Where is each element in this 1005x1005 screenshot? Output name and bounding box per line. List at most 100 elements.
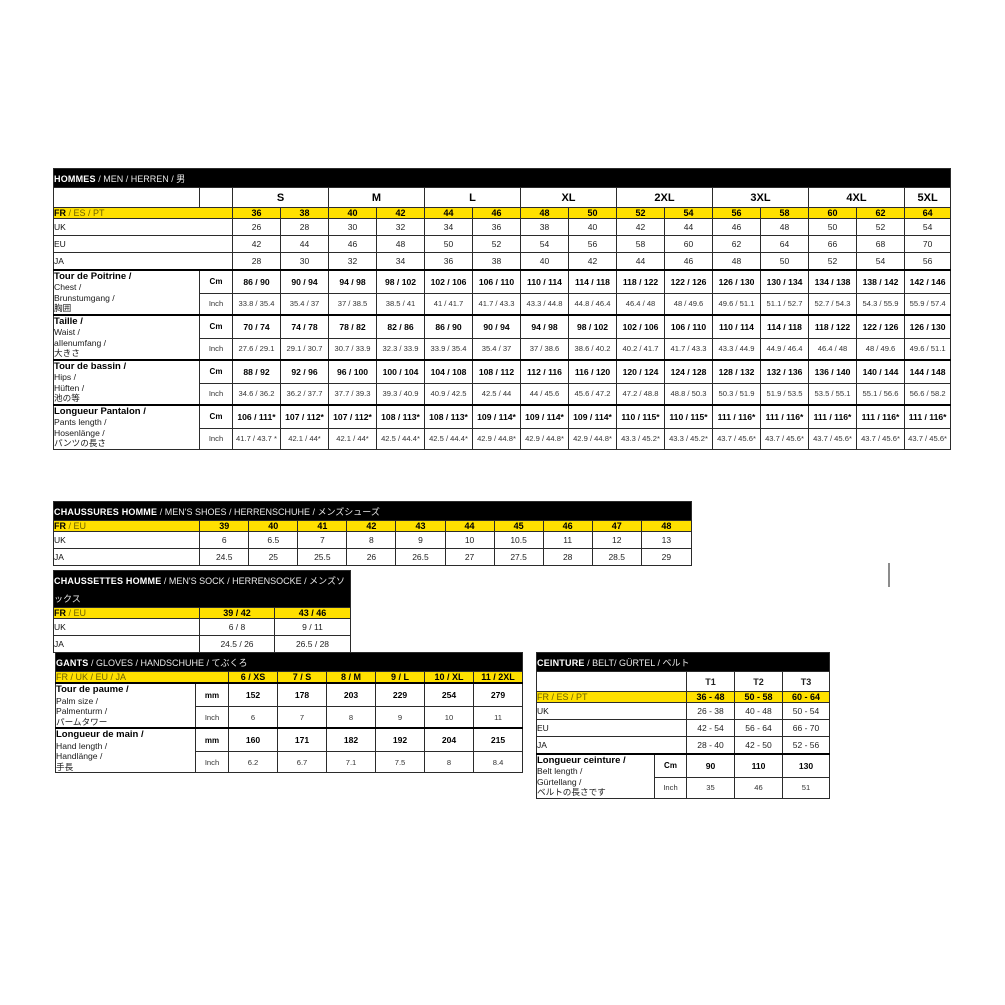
men-eu-row: EU 42 44 46 48 50 52 54 56 58 60 62 64 6… [53, 235, 952, 253]
measurement-row-inch: Inch 33.8 / 35.4 35.4 / 37 37 / 38.5 38.5 / … [54, 292, 952, 316]
unit-men-m2-cm: Cm [199, 358, 233, 384]
spacer-cell [53, 187, 200, 208]
men-eu-10: 62 [712, 235, 761, 253]
measurement-label-line-0: Hips / [54, 372, 76, 383]
men-m2-cm-13: 140 / 144 [856, 358, 905, 384]
men-m2-inch-9: 48.8 / 50.3 [664, 382, 713, 406]
men-ja-4: 36 [424, 252, 473, 270]
unit-men-m1-cm: Cm [199, 313, 233, 339]
men-m1-cm-5: 90 / 94 [472, 313, 521, 339]
measurement-label-line-1: Palmenturm / [56, 706, 108, 717]
belt-table: CEINTURE / BELT/ GÜRTEL / ベルト T1 T2 T3 F… [535, 652, 831, 799]
men-uk-14: 54 [903, 218, 952, 236]
men-eu-3: 48 [376, 235, 425, 253]
measurement-label-line-2: パンツの長さ [54, 438, 106, 449]
men-m3-cm-2: 107 / 112* [328, 403, 377, 429]
measurement-label-line-0: Belt length / [537, 766, 583, 777]
men-eu-14: 70 [903, 235, 952, 253]
socks-ja-0: 24.5 / 26 [199, 635, 275, 653]
men-ja-2: 32 [328, 252, 377, 270]
men-m3-inch-4: 42.5 / 44.4* [424, 427, 473, 450]
men-fr-9: 54 [664, 207, 713, 219]
men-m0-inch-9: 48 / 49.6 [664, 292, 713, 316]
shoes-ja-1: 25 [248, 548, 299, 566]
men-m0-inch-5: 41.7 / 43.3 [472, 292, 521, 316]
measurement-label-line-1: Handlänge / [56, 751, 103, 762]
men-title-strong: HOMMES [54, 174, 96, 184]
men-eu-label: EU [53, 235, 233, 253]
spacer-cell [199, 187, 233, 208]
measurement-label-line-2: 池の等 [54, 393, 80, 404]
men-m2-cm-10: 128 / 132 [712, 358, 761, 384]
men-eu-8: 58 [616, 235, 665, 253]
shoes-ja-9: 29 [640, 548, 693, 566]
shoes-uk-9: 13 [640, 531, 693, 549]
men-m1-inch-10: 43.3 / 44.9 [712, 337, 761, 361]
men-m3-cm-10: 111 / 116* [712, 403, 761, 429]
measurement-label-men-m0: Tour de Poitrine / Chest / Brunstumgang / 胸… [53, 268, 200, 316]
shoes-fr-label-strong: FR [54, 521, 66, 531]
men-m0-cm-2: 94 / 98 [328, 268, 377, 294]
shoes-fr-1: 40 [248, 520, 299, 532]
men-uk-11: 48 [760, 218, 809, 236]
men-ja-3: 34 [376, 252, 425, 270]
shoes-fr-8: 47 [591, 520, 642, 532]
shoes-uk-4: 9 [395, 531, 446, 549]
men-ja-9: 46 [664, 252, 713, 270]
measurement-label-line-2: 手長 [56, 761, 74, 772]
men-m0-cm-1: 90 / 94 [280, 268, 329, 294]
men-m3-cm-9: 110 / 115* [664, 403, 713, 429]
measurement-label-line-0: Chest / [54, 282, 82, 293]
men-m1-inch-4: 33.9 / 35.4 [424, 337, 473, 361]
belt-length-body: Longueur ceinture / Belt length / Gürtella… [536, 752, 831, 799]
measurement-row-inch: Inch 34.6 / 36.2 36.2 / 37.7 37.7 / 39.3 39.… [54, 382, 952, 406]
shoes-ja-7: 28 [542, 548, 593, 566]
shoes-fr-label-rest: / EU [66, 521, 87, 531]
gloves-m1-inch-2: 7.1 [326, 751, 376, 774]
men-m2-cm-9: 124 / 128 [664, 358, 713, 384]
men-m0-inch-14: 55.9 / 57.4 [903, 292, 952, 316]
men-m2-inch-7: 45.6 / 47.2 [568, 382, 617, 406]
men-m2-cm-2: 96 / 100 [328, 358, 377, 384]
men-ja-row: JA 28 30 32 34 36 38 40 42 44 46 48 50 5… [53, 252, 952, 270]
size-group-5xl: 5XL [903, 187, 952, 208]
men-m2-inch-5: 42.5 / 44 [472, 382, 521, 406]
gloves-table: GANTS / GLOVES / HANDSCHUHE / てぶくろ FR / … [54, 652, 524, 774]
men-m3-inch-5: 42.9 / 44.8* [472, 427, 521, 450]
gloves-m1-inch-5: 8.4 [472, 751, 524, 774]
gloves-m0-mm-4: 254 [424, 682, 474, 708]
men-uk-12: 50 [808, 218, 857, 236]
men-m0-inch-7: 44.8 / 46.4 [568, 292, 617, 316]
men-ja-1: 30 [280, 252, 329, 270]
measurement-label-line-2: 大きさ [54, 348, 80, 359]
men-m2-inch-10: 50.3 / 51.9 [712, 382, 761, 406]
measurement-label-line-1: Hüften / [54, 382, 85, 393]
men-m1-cm-1: 74 / 78 [280, 313, 329, 339]
men-m3-cm-6: 109 / 114* [520, 403, 569, 429]
socks-fr-label-rest: / EU [66, 608, 87, 618]
gloves-hdr-label: FR / UK / EU / JA [55, 671, 229, 684]
men-uk-9: 44 [664, 218, 713, 236]
belt-len-cm-0: 90 [686, 752, 735, 778]
men-eu-4: 50 [424, 235, 473, 253]
size-group-m: M [328, 187, 425, 208]
men-m2-cm-1: 92 / 96 [280, 358, 329, 384]
shoes-fr-3: 42 [346, 520, 397, 532]
men-ja-0: 28 [232, 252, 281, 270]
gloves-m0-inch-2: 8 [326, 706, 376, 729]
men-m2-inch-13: 55.1 / 56.6 [856, 382, 905, 406]
shoes-uk-0: 6 [199, 531, 250, 549]
men-m0-inch-10: 49.6 / 51.1 [712, 292, 761, 316]
gloves-size-4: 10 / XL [424, 671, 474, 684]
men-fr-5: 46 [472, 207, 521, 219]
belt-fr-label: FR / ES / PT [536, 691, 687, 703]
measurement-label-line-2: パームタワー [56, 716, 108, 727]
measurement-label-belt-len: Longueur ceinture / Belt length / Gürtella… [536, 752, 655, 799]
gloves-m0-mm-5: 279 [472, 682, 524, 708]
men-ja-13: 54 [856, 252, 905, 270]
men-m2-inch-4: 40.9 / 42.5 [424, 382, 473, 406]
belt-fr-0: 36 - 48 [686, 691, 735, 703]
men-m3-inch-1: 42.1 / 44* [280, 427, 329, 450]
men-m3-cm-0: 106 / 111* [232, 403, 281, 429]
men-uk-8: 42 [616, 218, 665, 236]
